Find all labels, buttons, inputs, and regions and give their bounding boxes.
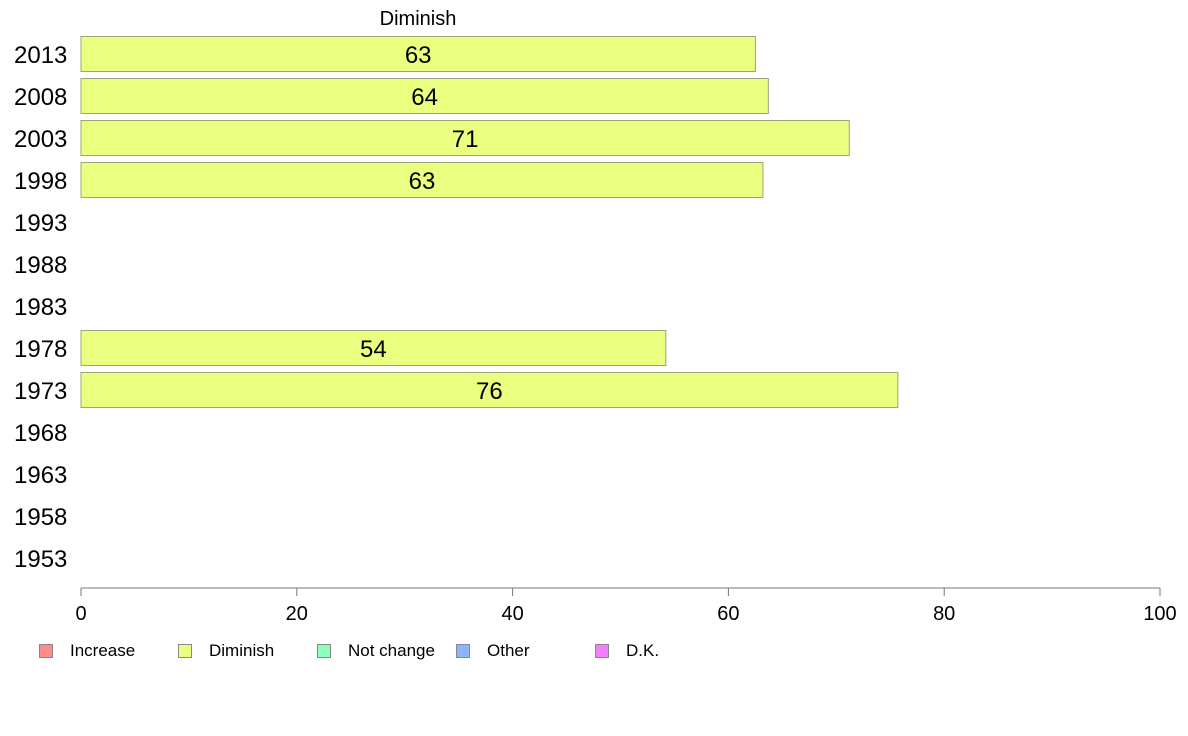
bar-value-label-1998: 63: [409, 168, 436, 195]
category-label-1958: 1958: [14, 504, 67, 531]
bar-value-label-2013: 63: [405, 42, 432, 69]
category-label-1968: 1968: [14, 420, 67, 447]
x-tick-label-100: 100: [1143, 603, 1176, 625]
category-label-2013: 2013: [14, 42, 67, 69]
legend-label: Increase: [70, 641, 136, 660]
category-label-1998: 1998: [14, 168, 67, 195]
legend-item-d-k: D.K.: [595, 641, 659, 661]
x-tick-label-0: 0: [75, 603, 86, 625]
legend-swatch: [317, 644, 331, 658]
legend-item-diminish: Diminish: [178, 641, 274, 661]
bar-value-label-1973: 76: [476, 378, 503, 405]
x-tick-label-40: 40: [501, 603, 523, 625]
bar-value-label-2008: 64: [411, 84, 438, 111]
bar-2008: [80, 78, 769, 114]
legend-swatch: [456, 644, 470, 658]
category-label-1978: 1978: [14, 336, 67, 363]
bar-1998: [80, 162, 764, 198]
bar-2013: [80, 36, 756, 72]
bars-group: 63 64 71 63 54 76: [80, 36, 899, 408]
series-title: Diminish: [380, 8, 457, 30]
category-label-2003: 2003: [14, 126, 67, 153]
bar-2003: [80, 120, 850, 156]
legend-label: Not change: [348, 641, 435, 660]
category-label-1963: 1963: [14, 462, 67, 489]
bar-1973: [80, 372, 899, 408]
x-tick-label-60: 60: [717, 603, 739, 625]
bar-1978: [80, 330, 667, 366]
category-label-1973: 1973: [14, 378, 67, 405]
category-label-2008: 2008: [14, 84, 67, 111]
category-label-1988: 1988: [14, 252, 67, 279]
legend-label: D.K.: [626, 641, 660, 660]
legend-item-not-change: Not change: [317, 641, 435, 661]
legend-item-other: Other: [456, 641, 530, 661]
legend-label: Diminish: [209, 641, 275, 660]
category-label-1993: 1993: [14, 210, 67, 237]
bar-value-label-1978: 54: [360, 336, 387, 363]
legend-item-increase: Increase: [39, 641, 135, 661]
category-label-1983: 1983: [14, 294, 67, 321]
legend-swatch: [178, 644, 192, 658]
legend-swatch: [595, 644, 609, 658]
legend-swatch: [39, 644, 53, 658]
legend-label: Other: [487, 641, 530, 660]
x-tick-label-20: 20: [286, 603, 308, 625]
category-label-1953: 1953: [14, 546, 67, 573]
x-tick-label-80: 80: [933, 603, 955, 625]
category-labels: 2013 2008 2003 1998 1993 1988 1983 1978 1973 1968…: [14, 42, 67, 573]
x-axis: 0 20 40 60 80 100: [75, 587, 1177, 625]
bar-value-label-2003: 71: [452, 126, 479, 153]
